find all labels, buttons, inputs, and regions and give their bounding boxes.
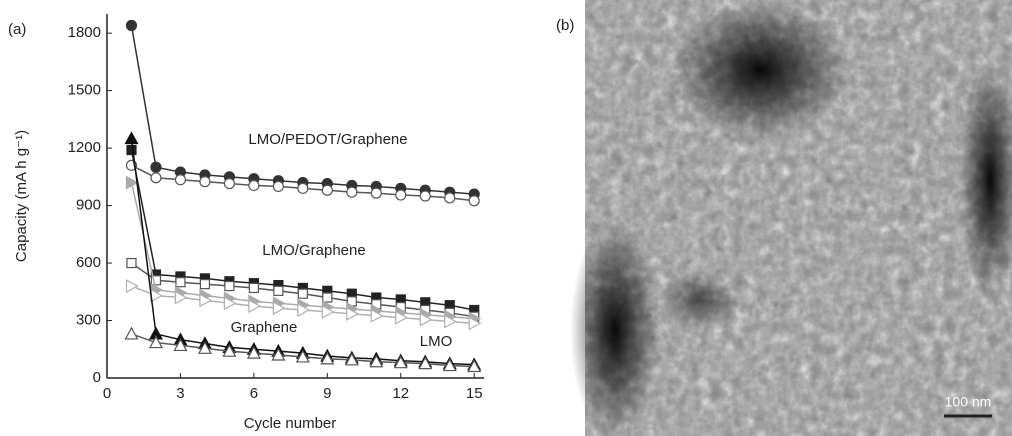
marker <box>249 180 259 190</box>
series-annotation: Graphene <box>231 319 298 336</box>
marker <box>176 278 185 287</box>
y-tick-label: 300 <box>76 311 101 328</box>
y-tick-label: 1500 <box>68 82 101 99</box>
marker <box>126 280 137 292</box>
marker <box>200 177 210 187</box>
marker <box>322 185 332 195</box>
y-tick-label: 900 <box>76 197 101 214</box>
y-tick-label: 0 <box>93 369 101 386</box>
marker <box>151 173 161 183</box>
y-tick-label: 600 <box>76 254 101 271</box>
marker <box>347 187 357 197</box>
sem-image: 100 nm <box>570 0 1012 436</box>
marker <box>396 190 406 200</box>
y-tick-label: 1800 <box>68 24 101 41</box>
y-axis-label: Capacity (mA h g⁻¹) <box>13 130 30 262</box>
x-tick-label: 3 <box>176 385 184 402</box>
marker <box>298 289 307 298</box>
marker <box>371 188 381 198</box>
marker <box>127 259 136 268</box>
series-annotation: LMO/PEDOT/Graphene <box>248 131 407 148</box>
marker <box>249 283 258 292</box>
marker <box>127 146 136 155</box>
panel-label: (b) <box>556 17 574 34</box>
marker <box>445 193 455 203</box>
figure: 100 nm (a) (b) Capacity (mA h g⁻¹) Cycle… <box>0 0 1012 436</box>
marker <box>175 175 185 185</box>
marker <box>274 286 283 295</box>
marker <box>125 328 137 339</box>
x-tick-label: 12 <box>392 385 409 402</box>
marker <box>273 181 283 191</box>
series-annotation: LMO <box>420 333 453 350</box>
x-tick-label: 0 <box>103 385 111 402</box>
series-annotation: LMO/Graphene <box>262 242 365 259</box>
marker <box>151 162 161 172</box>
scale-bar-label: 100 nm <box>945 394 992 410</box>
x-axis-label: Cycle number <box>244 415 337 432</box>
marker <box>200 280 209 289</box>
x-tick-label: 15 <box>466 385 483 402</box>
marker <box>298 183 308 193</box>
marker <box>323 293 332 302</box>
panel-label: (a) <box>8 21 26 38</box>
y-tick-label: 1200 <box>68 139 101 156</box>
marker <box>420 191 430 201</box>
x-tick-label: 6 <box>250 385 258 402</box>
marker <box>125 133 137 144</box>
marker <box>225 282 234 291</box>
marker <box>126 20 136 30</box>
marker <box>469 196 479 206</box>
x-tick-label: 9 <box>323 385 331 402</box>
marker <box>224 179 234 189</box>
